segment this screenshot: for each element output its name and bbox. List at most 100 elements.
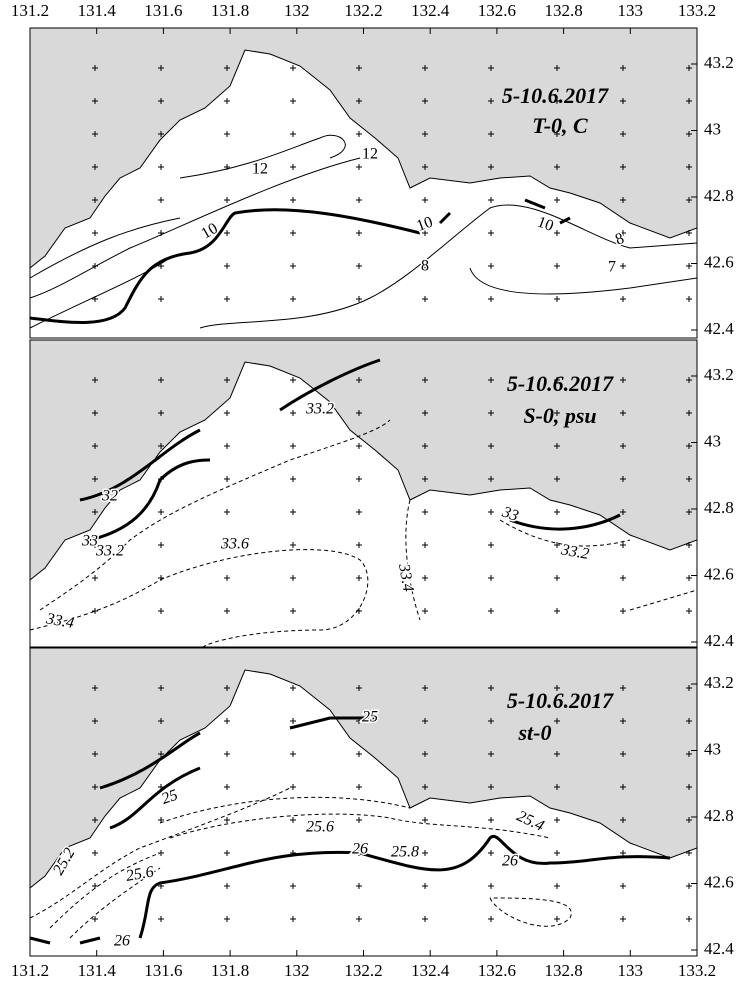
station bbox=[224, 410, 230, 416]
station bbox=[92, 685, 98, 691]
station bbox=[92, 164, 98, 170]
panel-title: 5-10.6.2017 bbox=[502, 83, 609, 108]
station bbox=[356, 850, 362, 856]
y-tick-label: 42.8 bbox=[704, 186, 734, 205]
station bbox=[686, 65, 692, 71]
station bbox=[422, 131, 428, 137]
station bbox=[224, 230, 230, 236]
station bbox=[356, 817, 362, 823]
station bbox=[620, 883, 626, 889]
station bbox=[554, 377, 560, 383]
station bbox=[224, 131, 230, 137]
station bbox=[620, 443, 626, 449]
station bbox=[488, 575, 494, 581]
station bbox=[554, 509, 560, 515]
station bbox=[356, 751, 362, 757]
station bbox=[422, 509, 428, 515]
station bbox=[224, 751, 230, 757]
station bbox=[620, 542, 626, 548]
station bbox=[620, 65, 626, 71]
station bbox=[422, 164, 428, 170]
station bbox=[686, 263, 692, 269]
station bbox=[356, 263, 362, 269]
station bbox=[290, 883, 296, 889]
panel bbox=[29, 28, 698, 329]
station bbox=[158, 476, 164, 482]
station bbox=[686, 751, 692, 757]
station bbox=[554, 542, 560, 548]
station bbox=[554, 751, 560, 757]
station bbox=[422, 197, 428, 203]
station bbox=[620, 230, 626, 236]
contour-label: 10 bbox=[414, 213, 435, 234]
contour-label: 26 bbox=[114, 933, 130, 950]
contour-label: 25.6 bbox=[306, 819, 334, 836]
station bbox=[290, 751, 296, 757]
y-tick-label: 43 bbox=[704, 119, 721, 138]
station bbox=[488, 296, 494, 302]
contour-label: 26 bbox=[352, 841, 368, 858]
contour-label: 33.4 bbox=[44, 610, 76, 632]
station bbox=[356, 197, 362, 203]
station bbox=[422, 685, 428, 691]
station bbox=[290, 65, 296, 71]
station bbox=[92, 575, 98, 581]
station bbox=[356, 784, 362, 790]
station bbox=[488, 718, 494, 724]
station bbox=[158, 575, 164, 581]
station bbox=[488, 197, 494, 203]
x-tick-label: 132 bbox=[284, 961, 310, 980]
x-tick-label: 132.2 bbox=[344, 961, 382, 980]
station bbox=[92, 784, 98, 790]
station bbox=[488, 685, 494, 691]
station bbox=[488, 509, 494, 515]
y-tick-label: 42.4 bbox=[704, 939, 734, 958]
station bbox=[158, 377, 164, 383]
station bbox=[92, 718, 98, 724]
x-tick-label: 131.2 bbox=[11, 1, 49, 20]
station bbox=[356, 65, 362, 71]
station bbox=[422, 98, 428, 104]
station bbox=[158, 509, 164, 515]
station bbox=[224, 883, 230, 889]
station bbox=[686, 476, 692, 482]
station bbox=[686, 443, 692, 449]
station bbox=[620, 476, 626, 482]
station bbox=[488, 443, 494, 449]
station bbox=[686, 883, 692, 889]
station bbox=[686, 164, 692, 170]
station bbox=[92, 131, 98, 137]
station bbox=[290, 98, 296, 104]
x-tick-label: 133.2 bbox=[678, 961, 716, 980]
station bbox=[554, 263, 560, 269]
station bbox=[224, 476, 230, 482]
station bbox=[488, 131, 494, 137]
station bbox=[290, 410, 296, 416]
station bbox=[356, 575, 362, 581]
station bbox=[92, 443, 98, 449]
station bbox=[356, 509, 362, 515]
contour-label: 12 bbox=[252, 161, 268, 178]
station bbox=[422, 850, 428, 856]
station bbox=[686, 131, 692, 137]
station bbox=[92, 916, 98, 922]
station bbox=[554, 784, 560, 790]
station bbox=[356, 98, 362, 104]
x-tick-label: 132.8 bbox=[544, 1, 582, 20]
station bbox=[554, 131, 560, 137]
station bbox=[686, 542, 692, 548]
x-tick-label: 133 bbox=[618, 961, 644, 980]
station bbox=[554, 443, 560, 449]
station bbox=[620, 164, 626, 170]
station bbox=[422, 751, 428, 757]
x-tick-label: 133 bbox=[618, 1, 644, 20]
station bbox=[92, 197, 98, 203]
station bbox=[356, 718, 362, 724]
station bbox=[488, 850, 494, 856]
station bbox=[422, 296, 428, 302]
station bbox=[356, 377, 362, 383]
contour-label: 33.2 bbox=[95, 543, 124, 560]
station bbox=[554, 608, 560, 614]
station bbox=[92, 542, 98, 548]
station bbox=[224, 509, 230, 515]
